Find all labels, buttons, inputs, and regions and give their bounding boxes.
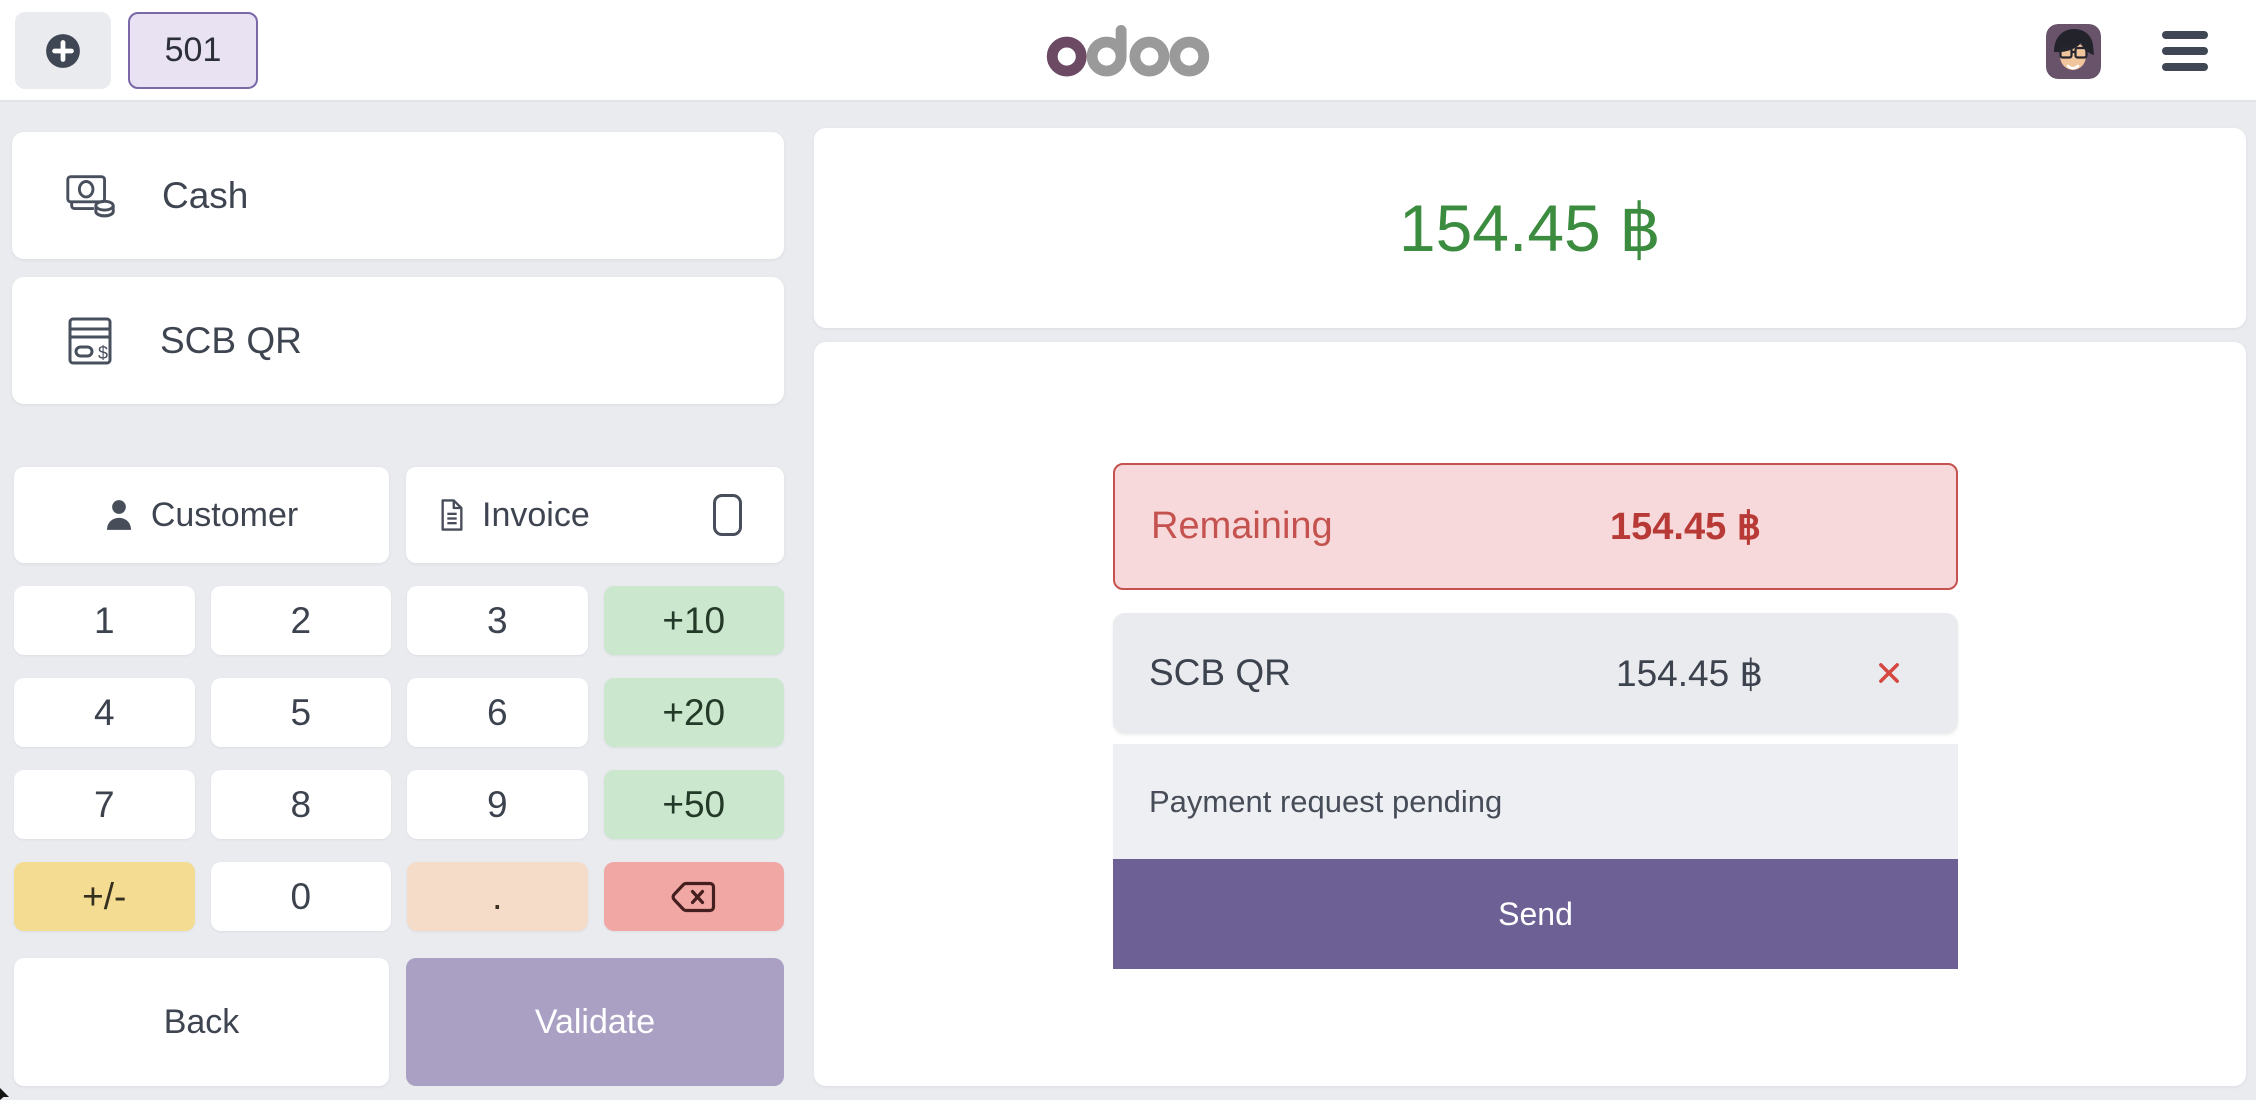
numpad-key-2[interactable]: 2 — [210, 586, 391, 655]
svg-text:$: $ — [98, 343, 108, 363]
payment-status-text: Payment request pending — [1113, 744, 1958, 859]
numpad-key-3[interactable]: 3 — [407, 586, 588, 655]
payment-method-cash[interactable]: Cash — [12, 132, 784, 259]
delete-payment-line-button[interactable] — [1872, 656, 1906, 690]
customer-button[interactable]: Customer — [14, 467, 389, 563]
payment-method-label: SCB QR — [160, 319, 302, 361]
numpad-key-backspace[interactable] — [603, 862, 784, 931]
validate-button[interactable]: Validate — [406, 958, 784, 1086]
remaining-amount: 154.45 ฿ — [1610, 506, 1761, 548]
remaining-banner: Remaining 154.45 ฿ — [1113, 463, 1958, 590]
back-button[interactable]: Back — [14, 958, 389, 1086]
document-icon — [438, 498, 466, 532]
numpad-key-decimal[interactable]: . — [407, 862, 588, 931]
customer-label: Customer — [150, 495, 299, 534]
user-avatar[interactable] — [2046, 24, 2101, 79]
plus-circle-icon — [44, 32, 82, 70]
card-terminal-icon: $ — [62, 313, 118, 369]
cash-icon — [62, 168, 120, 224]
payment-line-amount: 154.45 ฿ — [1616, 652, 1763, 694]
numpad-key-0[interactable]: 0 — [210, 862, 391, 931]
total-amount: 154.45 ฿ — [1398, 190, 1662, 265]
menu-button[interactable] — [2162, 31, 2208, 71]
person-icon — [105, 499, 133, 531]
payment-lines: Remaining 154.45 ฿ SCB QR 154.45 ฿ — [1113, 463, 1958, 969]
mouse-cursor — [0, 1086, 12, 1100]
numpad-key-4[interactable]: 4 — [14, 678, 195, 747]
invoice-button[interactable]: Invoice — [406, 467, 784, 563]
payment-method-label: Cash — [162, 174, 249, 216]
payment-line-scb-qr[interactable]: SCB QR 154.45 ฿ — [1113, 613, 1958, 733]
backspace-icon — [671, 880, 717, 914]
send-button[interactable]: Send — [1113, 859, 1958, 969]
payment-lines-card: Remaining 154.45 ฿ SCB QR 154.45 ฿ — [814, 342, 2246, 1086]
numpad-key-1[interactable]: 1 — [14, 586, 195, 655]
invoice-checkbox[interactable] — [713, 494, 742, 536]
top-bar: 501 — [0, 0, 2256, 102]
odoo-logo — [1046, 21, 1211, 79]
remaining-label: Remaining — [1151, 505, 1333, 547]
numpad-key-8[interactable]: 8 — [210, 770, 391, 839]
invoice-label: Invoice — [482, 495, 590, 534]
x-icon — [1875, 659, 1903, 687]
payment-method-scb-qr[interactable]: $ SCB QR — [12, 277, 784, 404]
numpad: 1 2 3 +10 4 5 6 +20 7 8 9 +50 +/- 0 . — [14, 586, 784, 931]
numpad-key-plus-20[interactable]: +20 — [603, 678, 784, 747]
total-amount-card: 154.45 ฿ — [814, 128, 2246, 328]
numpad-key-plus-50[interactable]: +50 — [603, 770, 784, 839]
numpad-key-plus-minus[interactable]: +/- — [14, 862, 195, 931]
hamburger-icon — [2162, 31, 2208, 39]
numpad-key-9[interactable]: 9 — [407, 770, 588, 839]
order-number-button[interactable]: 501 — [128, 12, 258, 89]
payment-terminal-status-block: Payment request pending Send — [1113, 744, 1958, 969]
numpad-key-7[interactable]: 7 — [14, 770, 195, 839]
numpad-key-5[interactable]: 5 — [210, 678, 391, 747]
numpad-key-plus-10[interactable]: +10 — [603, 586, 784, 655]
numpad-key-6[interactable]: 6 — [407, 678, 588, 747]
payment-line-method: SCB QR — [1149, 652, 1291, 693]
new-order-button[interactable] — [15, 12, 111, 89]
